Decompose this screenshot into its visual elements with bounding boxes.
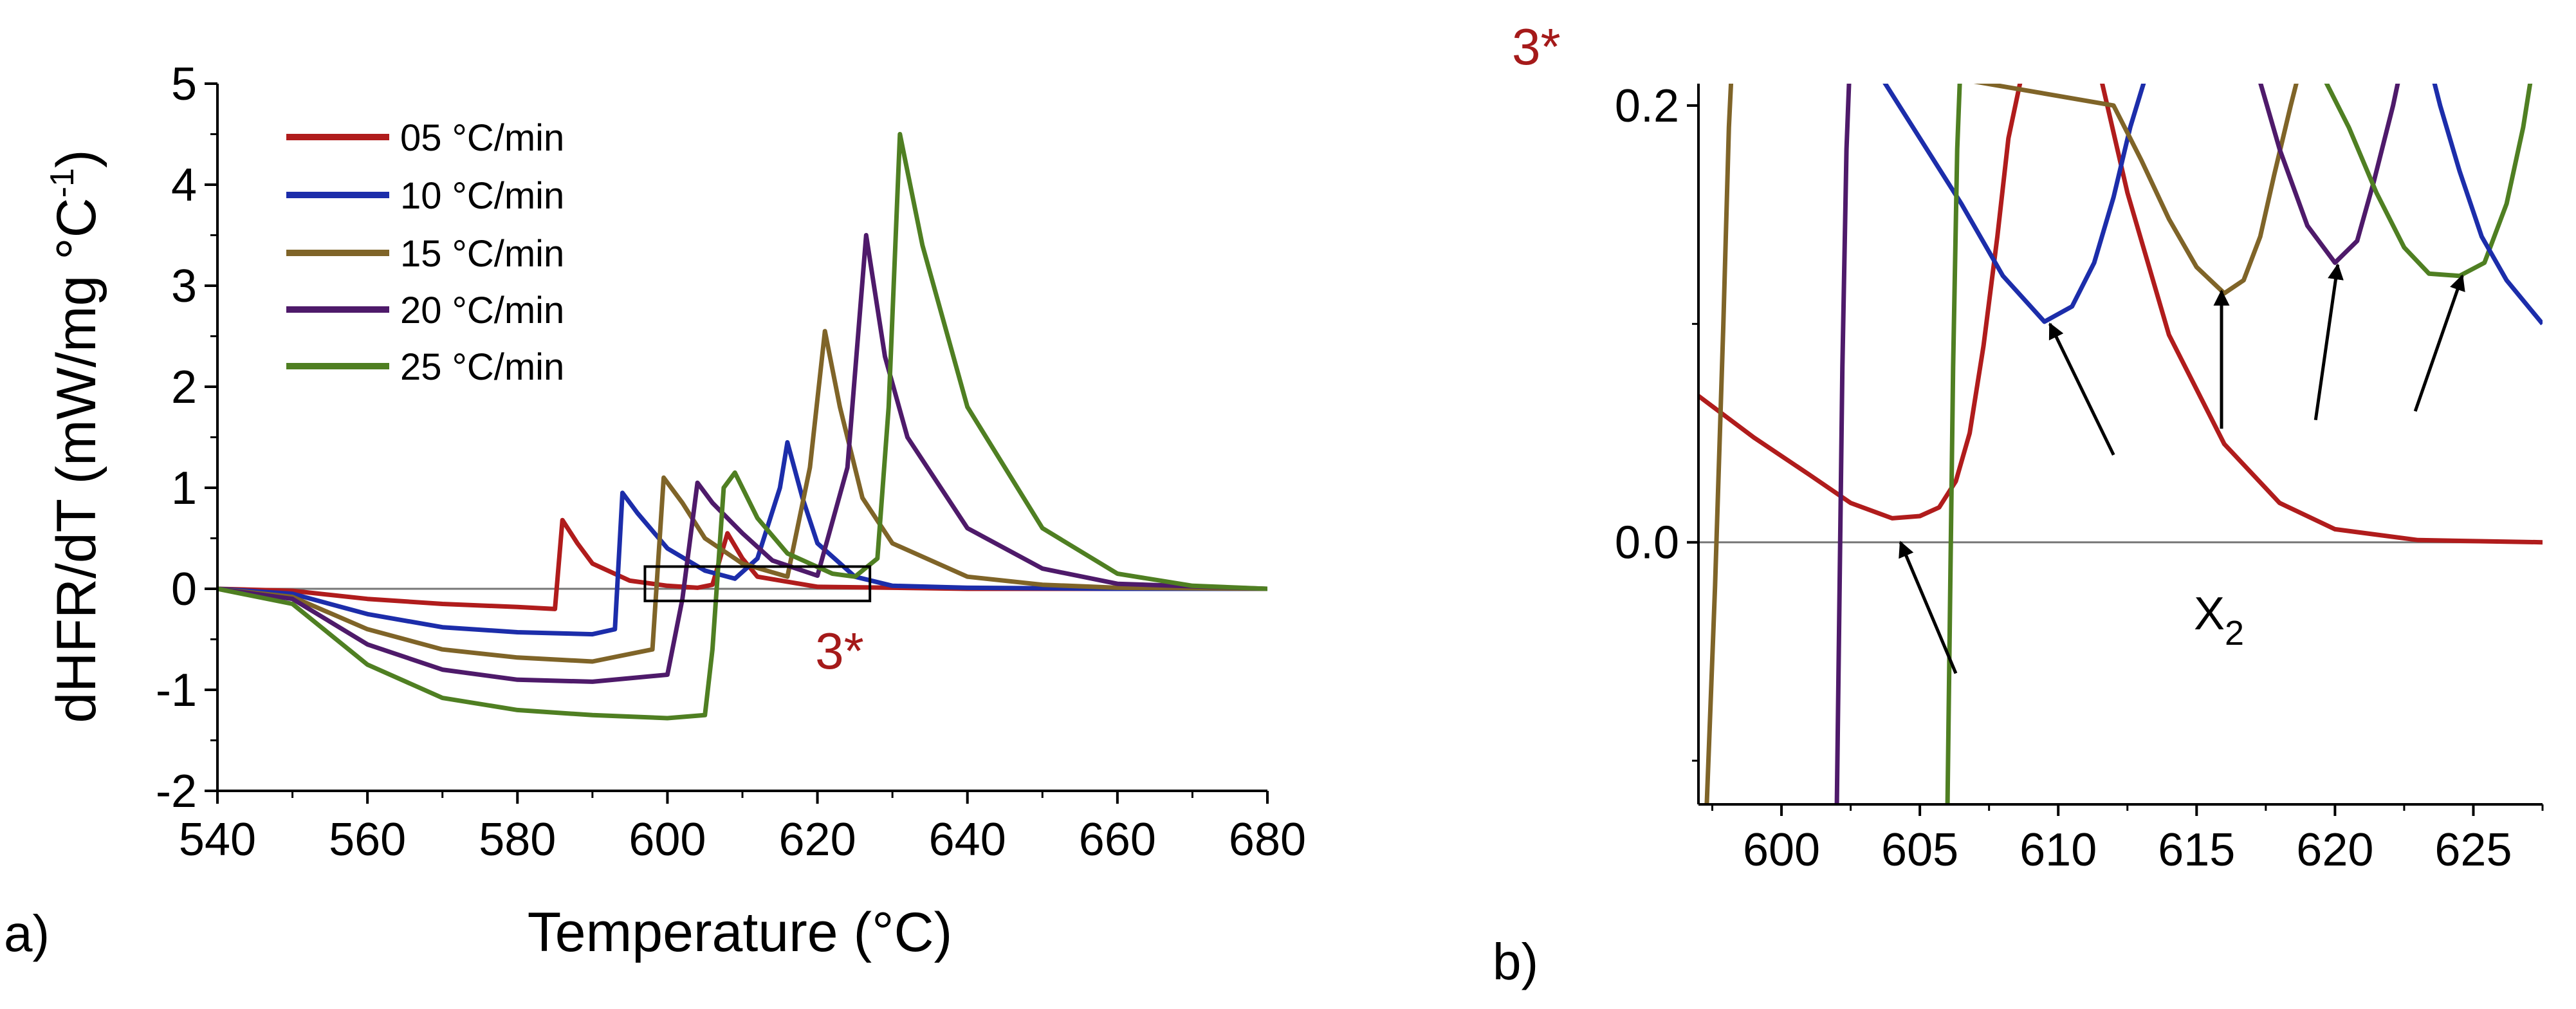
chart-b-annotation: X2 bbox=[2194, 588, 2244, 653]
chart-a-x-tick-label: 640 bbox=[929, 814, 1006, 866]
chart-a-series-4 bbox=[217, 132, 1267, 721]
chart-a-x-axis-title: Temperature (°C) bbox=[528, 902, 952, 963]
chart-a-y-tick-label: 1 bbox=[171, 463, 197, 514]
chart-a-x-tick-label: 580 bbox=[479, 814, 556, 866]
chart-b-series-5 bbox=[2432, 84, 2543, 326]
chart-a-x-tick-label: 660 bbox=[1079, 814, 1156, 866]
chart-b-arrow bbox=[2314, 263, 2344, 421]
chart-a-panel-label: a) bbox=[4, 905, 50, 962]
chart-b: 600 605 610 615 620 625 0.0 0.2 3* X2 b) bbox=[1493, 18, 2544, 990]
chart-b-series-0 bbox=[1698, 84, 2543, 545]
chart-a-axes bbox=[216, 84, 1267, 792]
chart-b-y-tick-label: 0.0 bbox=[1615, 517, 1679, 569]
chart-a-series-0 bbox=[217, 517, 1267, 611]
chart-b-title: 3* bbox=[1512, 18, 1561, 75]
chart-b-y-tick-label: 0.2 bbox=[1615, 80, 1679, 132]
chart-a-x-tick-label: 540 bbox=[179, 814, 256, 866]
chart-b-ticks: 600 605 610 615 620 625 0.0 0.2 bbox=[1615, 80, 2544, 876]
chart-b-axes bbox=[1697, 84, 2543, 806]
chart-a-series-3 bbox=[217, 233, 1267, 684]
chart-b-arrow bbox=[1899, 541, 1958, 674]
chart-b-x-tick-label: 600 bbox=[1743, 824, 1820, 876]
legend-label-15: 15 °C/min bbox=[400, 233, 564, 275]
chart-b-series-1 bbox=[1882, 84, 2146, 324]
chart-a-y-tick-label: 2 bbox=[171, 362, 197, 413]
chart-a-y-axis-title-sup: -1 bbox=[44, 168, 81, 198]
chart-b-x-tick-label: 605 bbox=[1881, 824, 1958, 876]
chart-a-series-group bbox=[217, 132, 1267, 721]
chart-b-x-tick-label: 625 bbox=[2434, 824, 2512, 876]
chart-b-arrow bbox=[2413, 274, 2465, 412]
chart-a-y-tick-label: 5 bbox=[171, 59, 197, 110]
chart-b-arrow bbox=[2048, 322, 2115, 456]
chart-a-ticks: 540 560 580 600 620 640 660 680 -2 -1 0 1 2 3 4 5 bbox=[156, 59, 1306, 866]
chart-b-series-group bbox=[1698, 84, 2543, 804]
chart-a-series-2 bbox=[217, 329, 1267, 664]
chart-b-arrows bbox=[1899, 263, 2465, 674]
chart-a-y-axis-title: dHFR/dT (mW/mg °C-1) bbox=[44, 149, 107, 723]
chart-b-x-tick-label: 620 bbox=[2296, 824, 2373, 876]
chart-a-y-axis-title-main: dHFR/dT (mW/mg °C bbox=[46, 198, 107, 723]
chart-a-y-axis-title-close: ) bbox=[46, 149, 107, 168]
chart-b-series-4 bbox=[1945, 84, 2533, 804]
legend-label-05: 05 °C/min bbox=[400, 117, 564, 159]
chart-b-x-tick-label: 615 bbox=[2158, 824, 2235, 876]
legend-label-20: 20 °C/min bbox=[400, 290, 564, 331]
legend-label-25: 25 °C/min bbox=[400, 346, 564, 388]
chart-a-legend: 05 °C/min 10 °C/min 15 °C/min 20 °C/min … bbox=[286, 117, 564, 388]
chart-a-y-tick-label: -2 bbox=[156, 766, 197, 817]
chart-a-y-tick-label: -1 bbox=[156, 665, 197, 716]
chart-a: 3* 540 560 580 600 620 640 660 680 -2 -1 0 1 2 3 4 5 05… bbox=[4, 59, 1306, 963]
chart-b-x-tick-label: 610 bbox=[2019, 824, 2097, 876]
chart-b-panel-label: b) bbox=[1493, 933, 1538, 990]
legend-label-10: 10 °C/min bbox=[400, 175, 564, 217]
chart-a-y-tick-label: 3 bbox=[171, 261, 197, 312]
chart-a-inset-label: 3* bbox=[815, 622, 864, 680]
chart-a-series-1 bbox=[217, 440, 1267, 637]
chart-b-annotation-main: X bbox=[2194, 588, 2225, 640]
chart-b-annotation-sub: 2 bbox=[2225, 614, 2244, 653]
chart-b-series-2 bbox=[1704, 84, 2299, 804]
chart-a-x-tick-label: 600 bbox=[629, 814, 706, 866]
chart-a-inset-box bbox=[643, 565, 872, 602]
chart-a-y-tick-label: 0 bbox=[171, 564, 197, 615]
chart-a-x-tick-label: 680 bbox=[1229, 814, 1306, 866]
chart-a-x-tick-label: 620 bbox=[779, 814, 856, 866]
chart-a-x-tick-label: 560 bbox=[329, 814, 406, 866]
chart-a-y-tick-label: 4 bbox=[171, 160, 197, 211]
